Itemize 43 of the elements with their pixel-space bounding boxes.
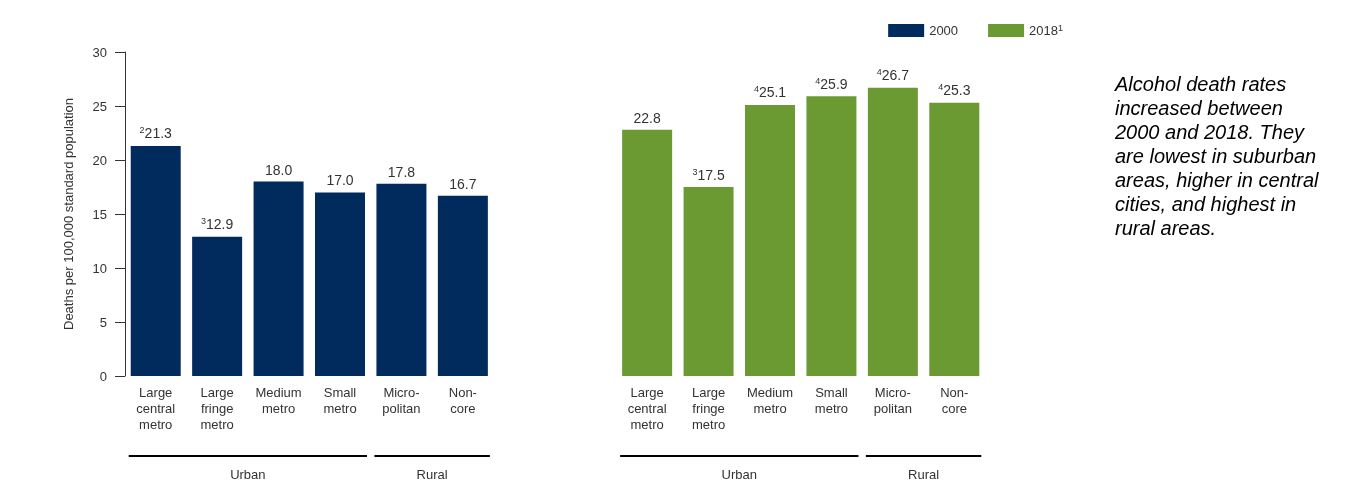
- x-tick-label: Small metro: [814, 384, 849, 416]
- data-label: 22.8: [633, 109, 661, 126]
- text: Rural: [416, 467, 448, 482]
- bar: [745, 104, 795, 376]
- bar: [437, 195, 488, 376]
- y-tick-label: 10: [92, 260, 107, 276]
- bar: [192, 236, 243, 376]
- bar: [929, 102, 980, 376]
- bar: [315, 192, 365, 376]
- bar: [867, 87, 918, 376]
- x-tick-label: Small metro: [323, 384, 357, 416]
- x-tick-label: Non-core: [940, 384, 969, 416]
- x-tick-label: Large fringe metro: [200, 384, 234, 432]
- y-tick-label: 15: [92, 206, 107, 222]
- y-axis-title: Deaths per 100,000 standard population: [61, 97, 76, 331]
- x-tick-label: Micro-politan: [873, 384, 913, 416]
- bar: [130, 145, 181, 376]
- text: Urban: [230, 467, 266, 482]
- x-tick-label: Non-core: [448, 384, 477, 416]
- text: Alcohol death rates increased between 2000 and 2018. They are lowest in suburban areas, higher in central cities, and highest in rural areas.: [1114, 73, 1325, 239]
- data-label: 16.7: [449, 175, 477, 192]
- y-tick-label: 5: [99, 314, 107, 330]
- bar: [806, 96, 857, 376]
- x-tick-label: Micro-politan: [382, 384, 421, 416]
- x-tick-label: Large central metro: [627, 384, 667, 432]
- bar: [683, 187, 734, 376]
- bar: [376, 183, 427, 376]
- x-tick-label: Large central metro: [136, 384, 176, 432]
- x-tick-label: Medium metro: [746, 384, 794, 416]
- legend-label: 2000: [929, 23, 959, 38]
- y-tick-label: 20: [92, 152, 107, 168]
- data-label: 17.8: [387, 163, 416, 180]
- data-label: 17.0: [326, 172, 354, 189]
- y-tick-label: 30: [92, 44, 107, 60]
- y-tick-label: 25: [92, 98, 107, 114]
- text: Rural: [908, 467, 940, 482]
- x-tick-label: Large fringe metro: [691, 384, 726, 432]
- x-tick-label: Medium metro: [255, 384, 302, 416]
- bar: [622, 129, 673, 376]
- y-tick-label: 0: [99, 368, 107, 384]
- bar: [253, 181, 304, 376]
- data-label: 18.0: [264, 161, 293, 178]
- text: Urban: [721, 467, 757, 482]
